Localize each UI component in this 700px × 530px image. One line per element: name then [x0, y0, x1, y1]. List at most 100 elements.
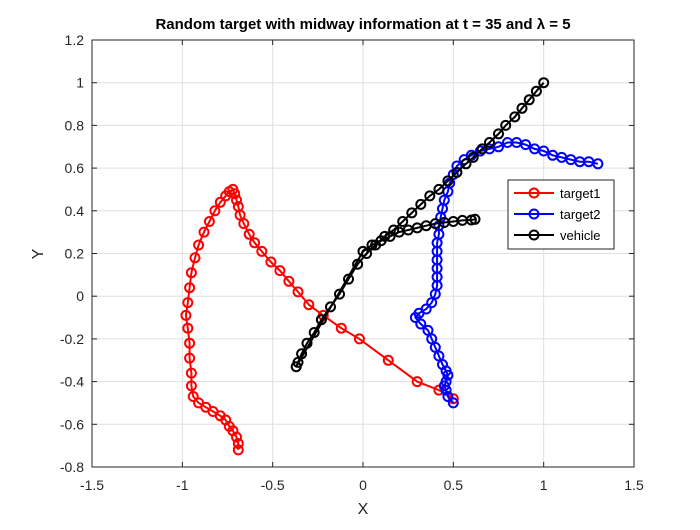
target1-point: [189, 252, 201, 264]
vehicle-point: [334, 288, 345, 300]
target2-point: [502, 137, 513, 148]
vehicle-point: [366, 239, 378, 251]
x-tick-label: 0.5: [444, 477, 464, 493]
vehicle-point: [343, 273, 354, 285]
legend-marker-vehicle: [528, 229, 540, 241]
target2-point: [415, 318, 427, 330]
series-layer: [180, 77, 604, 456]
target2-point: [440, 384, 452, 396]
target1-point: [185, 380, 197, 392]
target1-point: [184, 352, 196, 364]
vehicle-point: [384, 230, 396, 242]
target1-point: [232, 201, 244, 212]
vehicle-point: [325, 301, 336, 313]
vehicle-point: [315, 314, 327, 326]
legend-label-vehicle: vehicle: [560, 228, 600, 243]
series-target2: [409, 137, 604, 409]
y-tick-label: 1: [76, 75, 84, 91]
series-vehicle: [290, 77, 550, 373]
target2-point: [409, 312, 421, 323]
target1-line: [184, 187, 454, 450]
x-tick-label: 1.5: [624, 477, 644, 493]
vehicle-point: [352, 258, 364, 270]
target1-point: [203, 216, 215, 227]
target1-point: [220, 190, 232, 202]
series-target1: [180, 183, 459, 456]
vehicle-point: [516, 102, 528, 114]
x-tick-label: 0: [359, 477, 367, 493]
target1-point: [182, 322, 194, 334]
vehicle-point: [451, 166, 463, 178]
vehicle-point: [301, 337, 313, 349]
vehicle-point: [357, 245, 369, 257]
y-tick-label: -0.4: [60, 374, 84, 390]
vehicle-point: [308, 327, 320, 338]
legend-label-target2: target2: [560, 207, 600, 222]
target1-point: [274, 265, 286, 277]
target1-point: [232, 444, 244, 456]
vehicle-point: [424, 190, 436, 202]
target1-point: [214, 196, 226, 208]
target1-point: [382, 354, 394, 366]
legend-marker-target2: [528, 208, 540, 220]
target1-point: [232, 438, 244, 449]
vehicle-point: [530, 85, 542, 97]
vehicle-point: [484, 137, 495, 148]
x-axis-label: X: [358, 501, 369, 518]
target2-point: [447, 397, 459, 409]
chart-title: Random target with midway information at…: [155, 16, 570, 33]
target1-point: [193, 239, 205, 251]
target1-point: [265, 256, 277, 268]
target2-point: [529, 143, 541, 155]
target1-point: [185, 267, 197, 279]
vehicle-point: [406, 207, 418, 219]
target1-point: [231, 194, 242, 206]
target1-point: [184, 282, 196, 294]
target1-point: [243, 228, 255, 240]
x-tick-label: 1: [540, 477, 548, 493]
target1-point: [198, 226, 210, 238]
vehicle-point: [467, 151, 479, 163]
x-tick-label: -1: [176, 477, 189, 493]
vehicle-point: [375, 235, 387, 247]
vehicle-point: [493, 128, 504, 140]
target1-point: [303, 299, 315, 311]
target2-point: [442, 391, 454, 402]
y-tick-label: 1.2: [65, 32, 85, 48]
vehicle-point: [460, 158, 472, 170]
vehicle-point: [397, 216, 409, 227]
y-tick-label: 0.2: [65, 246, 85, 262]
y-tick-label: -0.6: [60, 416, 84, 432]
vehicle-point: [290, 361, 302, 373]
y-axis-label: Y: [30, 248, 47, 259]
target1-point: [353, 333, 365, 345]
target1-point: [283, 275, 295, 287]
target1-point: [180, 309, 192, 321]
vehicle-point: [538, 77, 550, 89]
target1-point: [231, 431, 242, 443]
vehicle-point: [509, 111, 521, 123]
target1-point: [411, 376, 423, 388]
vehicle-point: [415, 198, 427, 210]
y-tick-label: 0.8: [65, 117, 85, 133]
target2-line: [414, 141, 599, 404]
legend: target1 target2 vehicle: [507, 179, 615, 250]
legend-marker-target1: [528, 187, 540, 199]
legend-label-target1: target1: [560, 186, 600, 201]
vehicle-point: [433, 183, 445, 195]
target1-point: [187, 391, 199, 402]
vehicle-point: [500, 119, 512, 131]
target1-point: [182, 297, 194, 309]
target2-point: [426, 297, 438, 309]
y-tick-label: 0.6: [65, 160, 85, 176]
ticks: -1.5 -1 -0.5 0 0.5 1 1.5 -0.8 -0.6 -0.4 -0.2 0 0.2 0.…: [60, 32, 644, 493]
target2-point: [547, 149, 559, 161]
y-tick-label: 0: [76, 288, 84, 304]
vehicle-point: [476, 143, 488, 155]
vehicle-point: [469, 213, 481, 225]
target1-point: [335, 322, 347, 334]
target1-point: [184, 337, 196, 349]
y-tick-label: 0.4: [65, 203, 85, 219]
